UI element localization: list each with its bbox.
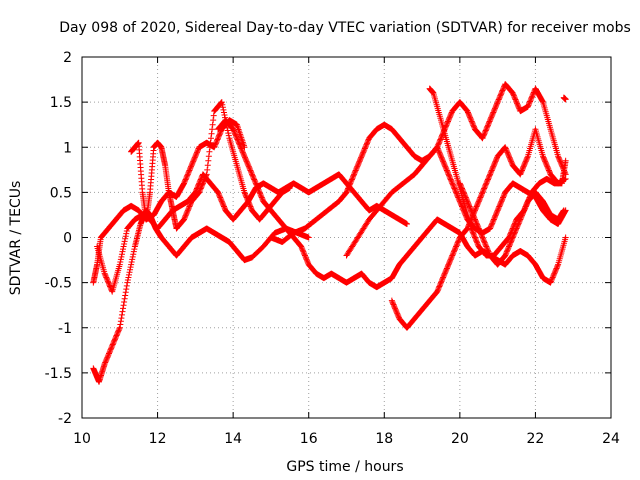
series-track-10	[456, 180, 567, 268]
x-tick-label: 14	[224, 431, 242, 447]
series-markers	[267, 121, 569, 246]
x-tick-label: 18	[375, 431, 393, 447]
y-tick-label: 1.5	[50, 95, 72, 111]
y-tick-label: -0.5	[45, 276, 72, 292]
series-markers	[94, 171, 410, 295]
x-axis-label: GPS time / hours	[286, 459, 403, 475]
series-track-5	[215, 117, 569, 291]
x-tick-label: 24	[602, 431, 620, 447]
x-tick-label: 22	[527, 431, 545, 447]
series-track-3	[94, 171, 410, 295]
series-markers	[215, 117, 569, 291]
chart-title: Day 098 of 2020, Sidereal Day-to-day VTE…	[59, 20, 631, 36]
x-tick-label: 12	[149, 431, 167, 447]
y-tick-label: 0.5	[50, 185, 72, 201]
plot-area	[90, 81, 569, 385]
y-tick-label: -1.5	[45, 366, 72, 382]
y-tick-label: 0	[63, 231, 72, 247]
series-markers	[343, 81, 569, 259]
series-markers	[128, 99, 293, 232]
x-tick-label: 20	[451, 431, 469, 447]
series-track-4	[128, 99, 293, 232]
series-markers	[456, 180, 567, 268]
y-tick-label: -1	[58, 321, 72, 337]
series-track-6	[267, 121, 569, 246]
y-axis-label: SDTVAR / TECUs	[8, 181, 24, 296]
y-tick-label: 1	[63, 140, 72, 156]
y-tick-label: 2	[63, 50, 72, 66]
series-markers	[560, 94, 569, 103]
y-tick-label: -2	[58, 411, 72, 427]
series-track-7	[343, 81, 569, 259]
x-tick-label: 10	[73, 431, 91, 447]
series-track-11	[560, 94, 569, 103]
axis-ticks: 10 12 14 16 18 20 22 24 -2 -1.5 -1 -0.5 0 0.5 1 1.5 2	[45, 50, 620, 447]
x-tick-label: 16	[300, 431, 318, 447]
